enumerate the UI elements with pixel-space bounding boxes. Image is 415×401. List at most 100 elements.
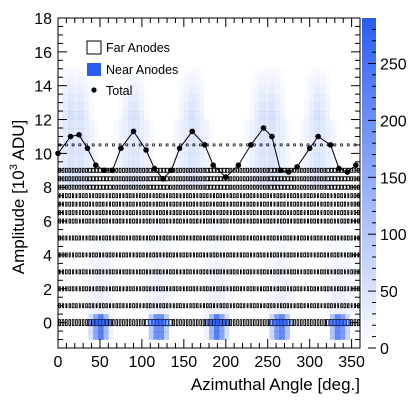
far-anode-box	[179, 303, 182, 309]
far-anode-box	[149, 193, 152, 199]
density-bin	[83, 136, 89, 146]
far-anode-box	[226, 235, 229, 241]
far-anode-box	[222, 210, 226, 216]
far-anode-box	[68, 201, 72, 207]
far-anode-box	[135, 176, 139, 182]
far-anode-box	[273, 303, 276, 309]
far-anode-box	[340, 218, 343, 224]
far-anode-box	[337, 218, 340, 224]
density-bin	[224, 280, 230, 290]
density-bin	[203, 153, 210, 163]
density-bin	[284, 288, 290, 298]
far-anode-box	[118, 184, 122, 190]
far-anode-box	[242, 235, 246, 241]
far-anode-box	[122, 269, 125, 275]
x-tick-label: 350	[338, 354, 365, 371]
far-anode-box	[199, 235, 202, 241]
density-bin	[133, 85, 139, 95]
density-bin	[58, 102, 64, 112]
far-anode-box	[139, 201, 142, 207]
near-anode-box	[150, 319, 154, 326]
density-bin	[254, 111, 260, 120]
far-anode-box	[125, 235, 128, 241]
far-anode-box	[282, 167, 287, 173]
far-anode-box	[98, 303, 102, 309]
far-anode-box	[196, 303, 199, 309]
density-bin	[224, 314, 230, 323]
far-anode-box	[202, 269, 206, 275]
far-anode-box	[119, 201, 122, 207]
density-bin	[309, 77, 315, 86]
near-anode-box	[206, 319, 209, 326]
far-anode-box	[266, 167, 270, 173]
far-anode-box	[119, 252, 122, 258]
far-anode-box	[125, 269, 129, 275]
far-anode-box	[88, 193, 91, 199]
far-anode-box	[135, 235, 139, 241]
far-anode-box	[142, 184, 145, 190]
far-anode-box	[232, 143, 236, 147]
far-anode-box	[242, 319, 246, 327]
far-anode-box	[239, 252, 242, 258]
far-anode-box	[135, 218, 139, 224]
far-anode-box	[286, 184, 290, 190]
density-bin	[83, 170, 89, 180]
far-anode-box	[263, 184, 266, 190]
density-bin	[118, 178, 124, 188]
far-anode-box	[199, 269, 202, 275]
far-anode-box	[185, 184, 189, 190]
far-anode-box	[78, 184, 82, 190]
far-anode-box	[71, 143, 75, 147]
y-axis-title-main: Amplitude [10	[9, 170, 28, 274]
far-anode-box	[316, 218, 320, 224]
far-anode-box	[273, 193, 276, 199]
density-bin	[269, 128, 275, 137]
far-anode-box	[75, 303, 78, 309]
far-anode-box	[266, 218, 270, 224]
far-anode-box	[169, 193, 172, 199]
far-anode-box	[263, 269, 266, 275]
density-bin	[78, 119, 84, 129]
density-bin	[158, 297, 164, 306]
far-anode-box	[289, 269, 293, 275]
far-anode-box	[286, 218, 289, 224]
far-anode-box	[95, 193, 98, 199]
density-bin	[325, 69, 330, 78]
far-anode-box	[128, 167, 132, 173]
total-point	[260, 125, 267, 131]
far-anode-box	[239, 319, 243, 327]
far-anode-box	[256, 210, 259, 216]
far-anode-box	[142, 167, 145, 173]
legend-swatch-far-anodes	[86, 40, 102, 55]
far-anode-box	[195, 167, 199, 173]
far-anode-box	[186, 286, 189, 292]
density-bin	[88, 288, 94, 298]
density-bin	[198, 111, 205, 120]
density-bin	[269, 85, 275, 95]
far-anode-box	[323, 167, 327, 173]
density-bin	[269, 94, 275, 103]
far-anode-box	[202, 184, 206, 190]
density-bin	[123, 102, 129, 112]
density-bin	[314, 102, 321, 112]
density-bin	[214, 322, 220, 332]
density-bin	[284, 136, 290, 146]
far-anode-box	[346, 184, 351, 190]
far-anode-box	[317, 193, 319, 199]
density-bin	[83, 111, 89, 120]
density-bin	[224, 271, 230, 281]
far-anode-box	[340, 143, 343, 147]
far-anode-box	[85, 176, 88, 182]
far-anode-box	[112, 184, 115, 190]
far-anode-box	[148, 184, 153, 190]
density-bin	[58, 153, 64, 163]
far-anode-box	[320, 176, 323, 182]
far-anode-box	[256, 252, 259, 258]
far-anode-box	[293, 235, 296, 241]
far-anode-box	[266, 252, 269, 258]
far-anode-box	[68, 167, 72, 173]
density-bin	[269, 322, 275, 332]
far-anode-box	[260, 286, 262, 292]
density-bin	[324, 305, 331, 315]
far-anode-box	[293, 143, 296, 147]
